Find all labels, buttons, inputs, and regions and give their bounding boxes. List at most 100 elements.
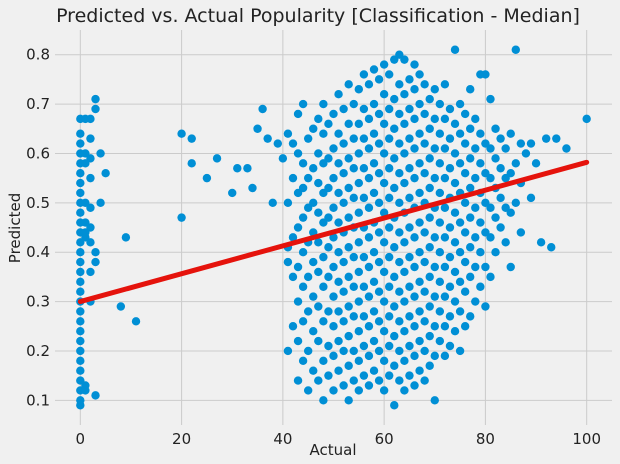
scatter-point [435, 307, 445, 316]
scatter-point [76, 168, 85, 178]
x-tick-label: 0 [76, 430, 86, 448]
scatter-point [364, 381, 374, 390]
scatter-point [425, 183, 434, 193]
scatter-point [440, 144, 450, 153]
scatter-point [379, 386, 389, 395]
scatter-point [395, 346, 404, 356]
scatter-point [445, 312, 455, 321]
scatter-point [466, 272, 475, 282]
scatter-point [374, 109, 384, 119]
scatter-point [410, 381, 419, 390]
scatter-point [466, 183, 475, 193]
scatter-point [319, 129, 328, 138]
scatter-point [344, 361, 353, 370]
scatter-point [329, 173, 338, 183]
scatter-point [420, 317, 429, 326]
scatter-point [76, 267, 85, 277]
scatter-point [400, 297, 409, 306]
scatter-point [354, 326, 364, 336]
scatter-point [324, 119, 333, 129]
scatter-point [319, 99, 328, 109]
scatter-point [405, 104, 414, 114]
scatter-point [516, 228, 526, 237]
scatter-point [430, 114, 439, 124]
scatter-point [390, 302, 399, 311]
scatter-point [369, 99, 379, 109]
scatter-point [359, 104, 369, 114]
scatter-point [76, 307, 85, 316]
scatter-point [96, 149, 105, 158]
scatter-point [288, 322, 298, 331]
scatter-point [390, 331, 399, 341]
scatter-point [364, 144, 374, 153]
scatter-point [405, 341, 414, 351]
scatter-point [314, 114, 323, 124]
scatter-point [76, 287, 85, 296]
scatter-point [460, 139, 470, 148]
scatter-point [374, 346, 384, 356]
chart-title: Predicted vs. Actual Popularity [Classif… [56, 5, 580, 27]
scatter-point [354, 356, 364, 366]
scatter-point [76, 277, 85, 287]
scatter-point [273, 139, 282, 148]
scatter-point [455, 346, 465, 356]
y-tick-label: 0.3 [26, 293, 50, 311]
scatter-point [390, 272, 399, 282]
scatter-point [420, 139, 429, 148]
scatter-point [86, 154, 95, 163]
scatter-point [379, 297, 389, 306]
scatter-point [369, 188, 379, 198]
scatter-point [116, 302, 126, 311]
scatter-point [430, 322, 439, 331]
scatter-point [481, 262, 490, 272]
scatter-point [385, 312, 394, 321]
scatter-point [466, 154, 475, 163]
scatter-point [430, 233, 439, 242]
scatter-point [395, 109, 404, 119]
scatter-point [415, 307, 424, 316]
scatter-point [349, 346, 358, 356]
y-axis-label: Predicted [6, 193, 24, 263]
scatter-point [349, 252, 358, 262]
x-tick-label: 40 [273, 430, 292, 448]
scatter-point [405, 134, 414, 143]
scatter-point [329, 109, 338, 119]
scatter-point [476, 129, 485, 138]
scatter-point [486, 173, 495, 183]
scatter-point [369, 65, 379, 74]
scatter-point [309, 326, 318, 336]
scatter-point [405, 282, 414, 291]
scatter-point [496, 134, 505, 143]
scatter-point [460, 228, 470, 237]
scatter-point [359, 134, 369, 143]
scatter-point [471, 233, 480, 242]
scatter-point [460, 287, 470, 296]
scatter-point [76, 317, 85, 326]
scatter-point [511, 45, 520, 54]
scatter-point [455, 99, 465, 109]
scatter-point [354, 238, 364, 247]
scatter-point [385, 282, 394, 291]
scatter-point [354, 149, 364, 158]
scatter-point [329, 262, 338, 272]
scatter-point [455, 247, 465, 257]
scatter-point [506, 168, 515, 178]
y-tick-label: 0.5 [26, 194, 50, 212]
scatter-point [369, 159, 379, 168]
scatter-point [334, 277, 343, 287]
scatter-point [410, 114, 419, 124]
scatter-point [415, 99, 424, 109]
scatter-point [86, 267, 95, 277]
scatter-point [334, 129, 343, 138]
scatter-point [334, 247, 343, 257]
scatter-point [324, 272, 333, 282]
scatter-point [440, 262, 450, 272]
scatter-point [314, 178, 323, 188]
scatter-point [385, 223, 394, 232]
scatter-point [385, 193, 394, 203]
scatter-point [334, 366, 343, 375]
scatter-point [420, 346, 429, 356]
scatter-point [450, 208, 460, 217]
scatter-point [445, 164, 455, 173]
